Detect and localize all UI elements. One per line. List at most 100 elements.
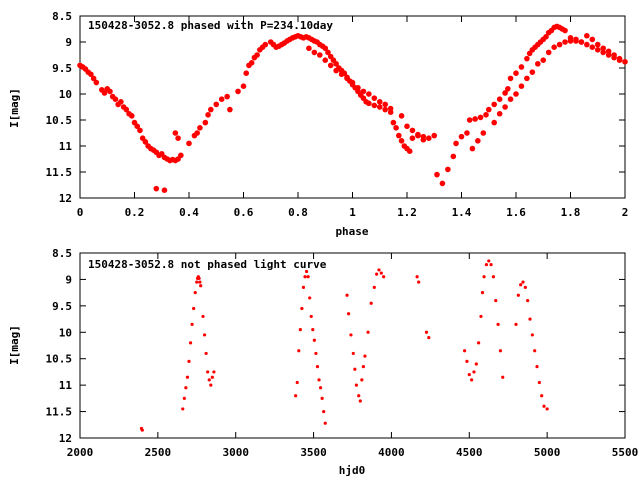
- unphased-data-point: [372, 285, 376, 289]
- unphased-data-point: [523, 285, 527, 289]
- phased-data-point: [502, 90, 508, 96]
- unphased-plot-ticks: 2000 2500 3000 3500 4000 4500 5000 5500 8.5 9 9.5 1…: [46, 247, 639, 459]
- phased-plot-ticks: 0 0.2 0.4 0.6 0.8 1 1.2 1.4 1.6 1.8 2 8.5 9 9.5 10 10.5…: [46, 10, 629, 219]
- unphased-x-tick-label: 2000: [67, 446, 94, 459]
- phased-data-point: [406, 148, 413, 154]
- unphased-data-point: [516, 293, 520, 297]
- phased-data-point: [491, 101, 498, 108]
- phased-data-point: [254, 52, 260, 58]
- unphased-data-point: [479, 314, 483, 319]
- phased-x-tick-label: 0.2: [125, 206, 145, 219]
- phased-data-point: [371, 95, 378, 101]
- unphased-data-point: [201, 314, 205, 319]
- phased-data-point: [616, 55, 623, 62]
- phased-data-point: [390, 119, 397, 126]
- unphased-data-point: [487, 259, 491, 263]
- phased-data-point: [556, 41, 563, 48]
- unphased-data-point: [345, 293, 349, 297]
- unphased-data-point: [190, 322, 194, 326]
- unphased-data-point: [358, 399, 362, 403]
- unphased-data-point: [540, 394, 544, 398]
- phased-data-point: [589, 36, 596, 43]
- phased-data-point: [543, 34, 549, 40]
- phased-data-point: [475, 138, 481, 144]
- phased-data-point: [420, 136, 427, 143]
- phased-plot-points: [77, 23, 628, 193]
- unphased-x-tick-label: 3500: [300, 446, 327, 459]
- phased-data-point: [396, 132, 402, 139]
- phased-data-point: [472, 116, 478, 122]
- phased-data-point: [524, 55, 530, 62]
- unphased-data-point: [304, 269, 309, 274]
- unphased-y-tick-label: 11: [59, 379, 73, 392]
- unphased-data-point: [308, 296, 312, 300]
- unphased-y-tick-label: 8.5: [52, 247, 72, 260]
- phased-data-point: [134, 123, 141, 130]
- phased-data-point: [502, 104, 508, 110]
- unphased-data-point: [489, 263, 493, 267]
- phased-data-point: [567, 38, 574, 44]
- phased-data-point: [376, 99, 383, 105]
- phased-data-point: [371, 102, 378, 109]
- unphased-plot-points: [139, 259, 549, 432]
- phased-data-point: [622, 58, 628, 65]
- phased-data-point: [600, 49, 606, 56]
- unphased-data-point: [545, 407, 549, 411]
- unphased-data-point: [363, 354, 367, 358]
- unphased-data-point: [494, 298, 498, 303]
- phased-data-point: [529, 69, 536, 75]
- phased-data-point: [213, 101, 220, 108]
- unphased-data-point: [197, 276, 201, 280]
- unphased-data-point: [521, 280, 525, 284]
- unphased-data-point: [320, 396, 324, 400]
- phased-data-point: [600, 45, 606, 52]
- unphased-data-point: [198, 280, 202, 284]
- phased-data-point: [480, 130, 487, 136]
- unphased-data-point: [195, 280, 199, 284]
- unphased-data-point: [377, 268, 381, 272]
- phased-x-tick-label: 1.2: [397, 206, 417, 219]
- unphased-data-point: [382, 275, 386, 279]
- phased-data-point: [594, 47, 601, 53]
- phased-data-point: [118, 99, 124, 105]
- phased-data-point: [360, 88, 367, 95]
- phased-data-point: [387, 105, 394, 112]
- phased-plot-title: 150428-3052.8 phased with P=234.10day: [88, 19, 333, 32]
- unphased-data-point: [301, 285, 306, 289]
- phased-data-point: [540, 57, 547, 63]
- phased-data-point: [505, 86, 511, 92]
- unphased-data-point: [312, 338, 316, 342]
- unphased-data-point: [188, 341, 193, 345]
- phased-data-point: [469, 145, 476, 152]
- phased-data-point: [605, 48, 612, 55]
- phased-data-point: [240, 83, 247, 89]
- phased-x-tick-label: 1.6: [506, 206, 526, 219]
- phased-data-point: [398, 113, 405, 119]
- unphased-y-tick-label: 9.5: [52, 300, 72, 313]
- unphased-data-point: [207, 378, 211, 382]
- unphased-data-point: [300, 306, 304, 311]
- unphased-data-point: [315, 365, 320, 369]
- unphased-data-point: [212, 370, 216, 374]
- unphased-data-point: [193, 291, 197, 295]
- unphased-data-point: [303, 275, 307, 279]
- phased-data-point: [513, 70, 519, 76]
- phased-data-point: [485, 106, 492, 113]
- unphased-data-point: [202, 333, 207, 337]
- phased-data-point: [161, 187, 168, 193]
- phased-data-point: [172, 130, 179, 136]
- phased-data-point: [311, 49, 318, 56]
- phased-data-point: [175, 135, 181, 141]
- unphased-data-point: [192, 306, 196, 311]
- phased-data-point: [186, 140, 192, 147]
- phased-data-point: [409, 135, 416, 141]
- phased-x-tick-label: 0.4: [179, 206, 199, 219]
- phased-data-point: [477, 114, 484, 121]
- unphased-data-point: [477, 341, 481, 345]
- phased-data-point: [202, 119, 209, 126]
- phased-data-point: [325, 49, 331, 56]
- phased-x-tick-label: 0: [77, 206, 84, 219]
- phased-data-point: [584, 41, 590, 48]
- phased-data-point: [464, 130, 470, 136]
